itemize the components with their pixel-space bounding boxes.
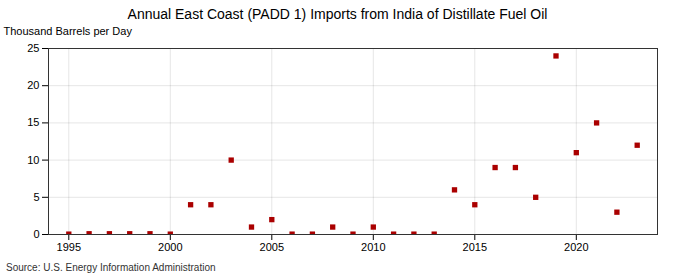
svg-text:5: 5 <box>33 191 39 203</box>
svg-text:2010: 2010 <box>361 241 385 253</box>
html-text:Annual East Coast (PADD 1) Imp: Annual East Coast (PADD 1) Imports from … <box>127 6 548 22</box>
svg-text:15: 15 <box>27 116 39 128</box>
svg-text:2005: 2005 <box>260 241 284 253</box>
svg-text:1995: 1995 <box>57 241 81 253</box>
svg-text:25: 25 <box>27 42 39 54</box>
svg-text:0: 0 <box>33 228 39 240</box>
svg-text:2000: 2000 <box>158 241 182 253</box>
svg-text:10: 10 <box>27 154 39 166</box>
svg-text:2020: 2020 <box>564 241 588 253</box>
svg-text:20: 20 <box>27 79 39 91</box>
html-text:Source: U.S. Energy Informatio: Source: U.S. Energy Information Administ… <box>6 262 216 273</box>
svg-text:2015: 2015 <box>463 241 487 253</box>
svg-text:Thousand Barrels per Day: Thousand Barrels per Day <box>4 25 133 37</box>
